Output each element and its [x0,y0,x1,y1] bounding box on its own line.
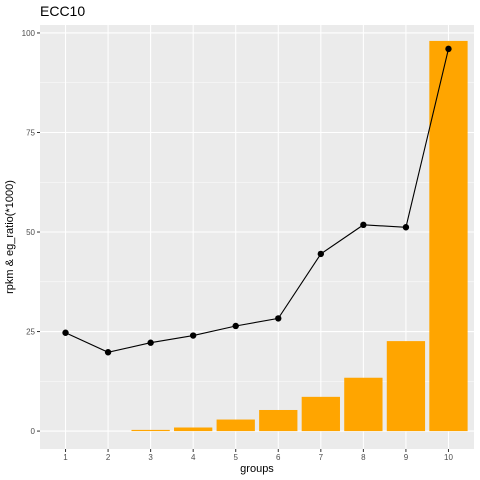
bar [217,420,255,432]
x-tick-label: 10 [444,453,453,462]
bar [344,378,382,431]
bar [302,397,340,431]
data-point [190,332,196,338]
bar [259,410,297,431]
data-point [105,349,111,355]
data-point [233,323,239,329]
data-point [403,224,409,230]
x-axis-title: groups [240,463,274,475]
y-axis: 0 25 50 75 100 [22,29,40,436]
x-tick-label: 7 [319,453,324,462]
bar [387,341,425,431]
y-tick-label: 50 [26,228,35,237]
x-tick-label: 1 [63,453,68,462]
data-point [445,46,451,52]
data-point [318,251,324,257]
bar [429,41,467,431]
x-tick-label: 2 [106,453,111,462]
x-axis: 1 2 3 4 5 6 7 8 9 10 [63,449,453,462]
bar [131,430,169,431]
x-tick-label: 8 [361,453,366,462]
y-tick-label: 100 [22,29,36,38]
bar [174,428,212,432]
data-point [360,222,366,228]
x-tick-label: 9 [404,453,409,462]
x-tick-label: 5 [233,453,238,462]
data-point [147,340,153,346]
y-tick-label: 25 [26,328,35,337]
x-tick-label: 4 [191,453,196,462]
y-tick-label: 75 [26,128,35,137]
chart-title: ECC10 [40,3,85,19]
y-tick-label: 0 [31,427,36,436]
y-axis-title: rpkm & eg_ratio(*1000) [4,180,16,294]
data-point [275,315,281,321]
x-tick-label: 6 [276,453,281,462]
data-point [62,330,68,336]
x-tick-label: 3 [148,453,153,462]
